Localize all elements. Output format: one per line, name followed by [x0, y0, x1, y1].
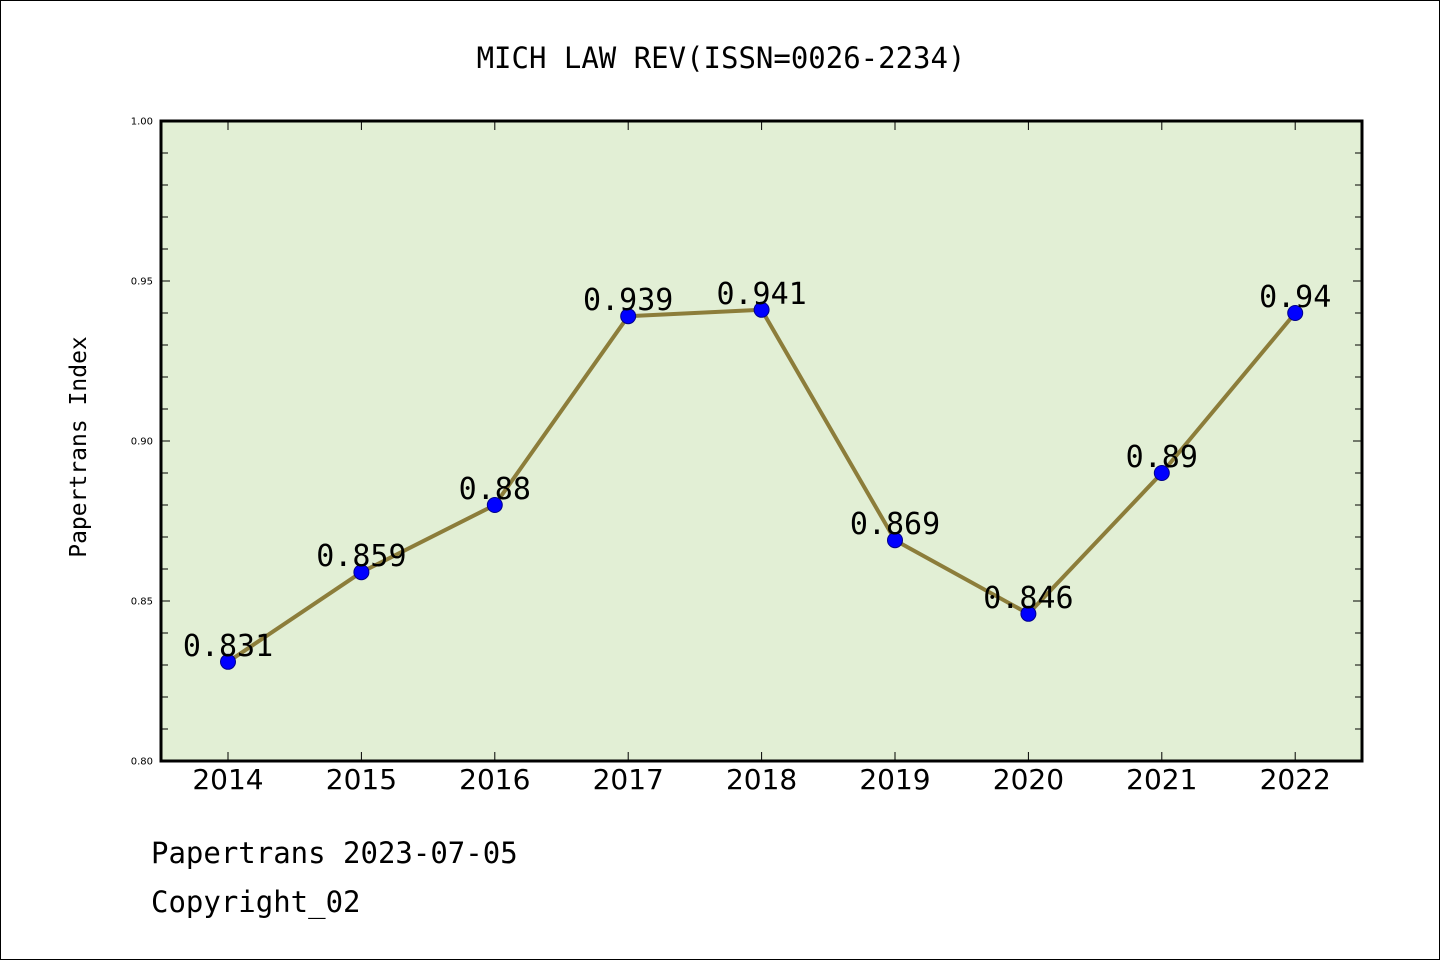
x-tick-label: 2021	[1126, 763, 1197, 796]
data-label: 0.941	[716, 277, 806, 312]
x-tick-label: 2020	[993, 763, 1064, 796]
data-label: 0.89	[1126, 440, 1198, 475]
data-label: 0.939	[583, 283, 673, 318]
data-point-marker	[887, 532, 903, 549]
chart-title: MICH LAW REV(ISSN=0026-2234)	[477, 41, 966, 75]
data-point-marker	[753, 301, 770, 318]
y-tick-label: 1.00	[131, 117, 153, 128]
data-point-marker	[353, 564, 370, 581]
y-tick-label: 0.95	[131, 277, 153, 288]
data-point-marker	[1020, 605, 1037, 622]
series-layer: 0.831 0.859 0.88 0.939 0.941 0.869 0.846 0.89 0.…	[183, 277, 1331, 670]
y-tick-label: 0.80	[131, 757, 153, 768]
data-label: 0.831	[183, 629, 273, 664]
x-tick-label: 2014	[192, 763, 263, 796]
data-label: 0.94	[1259, 280, 1331, 315]
data-point-marker	[486, 497, 503, 513]
y-axis-ticks: 0.80 0.85 0.90 0.95 1.00	[131, 117, 1362, 768]
data-label: 0.859	[316, 539, 406, 574]
footer-date-text: Papertrans 2023-07-05	[151, 836, 518, 870]
x-tick-label: 2016	[459, 763, 530, 796]
x-tick-label: 2022	[1260, 763, 1331, 796]
x-tick-label: 2015	[326, 763, 397, 796]
x-axis-ticks: 2014 2015 2016 2017 2018 2019 2020 2021 2022	[192, 121, 1331, 796]
y-axis-label: Papertrans Index	[66, 336, 92, 558]
data-label: 0.869	[850, 507, 940, 542]
data-point-marker	[1153, 465, 1170, 481]
y-tick-label: 0.90	[131, 437, 153, 448]
data-point-marker	[1287, 305, 1304, 321]
data-label: 0.846	[983, 581, 1073, 616]
footer-copyright-text: Copyright_02	[151, 885, 361, 919]
y-tick-label: 0.85	[131, 597, 153, 608]
x-tick-label: 2017	[593, 763, 664, 796]
data-point-marker	[220, 653, 236, 670]
data-label: 0.88	[459, 472, 531, 507]
x-tick-label: 2018	[726, 763, 797, 796]
plot-area	[159, 119, 1364, 763]
x-tick-label: 2019	[859, 763, 930, 796]
data-point-marker	[620, 308, 637, 325]
